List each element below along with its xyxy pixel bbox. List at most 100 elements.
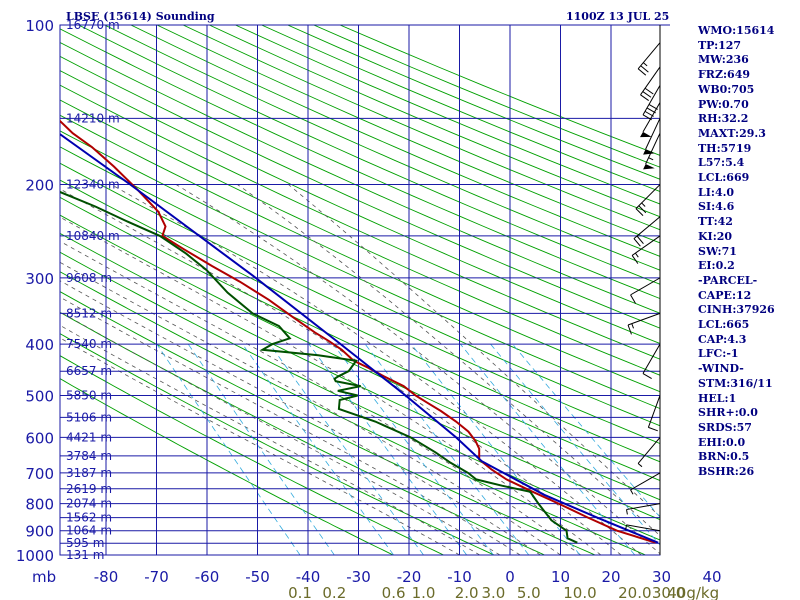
wind-barb bbox=[640, 66, 661, 101]
chart-datetime: 1100Z 13 JUL 25 bbox=[566, 10, 670, 23]
wind-barb-staff bbox=[630, 472, 661, 491]
index-24: STM:316/11 bbox=[698, 376, 773, 390]
wind-barb-half bbox=[641, 202, 646, 207]
wind-barb-half bbox=[648, 157, 654, 161]
wind-barb bbox=[637, 42, 661, 76]
wind-barb-pennant bbox=[640, 131, 652, 138]
temperature-tick-label: -60 bbox=[195, 568, 220, 586]
mixing-ratio-label: 40g/kg bbox=[667, 584, 719, 600]
plot-border bbox=[59, 24, 661, 556]
wind-barb-staff bbox=[635, 184, 661, 209]
wind-barb-staff bbox=[637, 437, 661, 464]
wind-barb-full bbox=[638, 205, 647, 214]
wind-barb bbox=[630, 277, 661, 304]
mixing-ratio-line bbox=[364, 343, 530, 555]
pressure-label: 800 bbox=[25, 496, 54, 514]
wind-barb-full bbox=[630, 294, 636, 304]
pressure-label: 1000 bbox=[16, 547, 54, 565]
index-29: BRN:0.5 bbox=[698, 450, 750, 464]
wind-barb-full bbox=[635, 208, 644, 217]
dry-adiabat bbox=[60, 378, 394, 555]
index-13: TT:42 bbox=[698, 215, 733, 229]
wind-barb-half bbox=[630, 489, 634, 495]
pressure-label: 600 bbox=[25, 429, 54, 447]
wind-barb-staff bbox=[637, 42, 661, 70]
index-27: SRDS:57 bbox=[698, 420, 752, 434]
mixing-ratio-line bbox=[242, 343, 394, 555]
wind-barb-full bbox=[633, 238, 641, 247]
wind-barb-full bbox=[648, 426, 658, 432]
dry-adiabat bbox=[60, 130, 660, 410]
wind-barb-staff bbox=[642, 343, 661, 374]
dry-adiabat bbox=[60, 70, 660, 345]
mixing-ratio-line bbox=[187, 343, 335, 555]
index-3: FRZ:649 bbox=[698, 68, 751, 82]
pressure-label: 900 bbox=[25, 523, 54, 541]
pressure-label: 400 bbox=[25, 336, 54, 354]
wind-barb-full bbox=[631, 255, 639, 264]
temperature-tick-label: -50 bbox=[245, 568, 270, 586]
wind-barbs bbox=[625, 42, 661, 532]
height-label: 2619 m bbox=[66, 482, 112, 496]
temperature-tick-label: 0 bbox=[505, 568, 515, 586]
temperature-tick-label: 30 bbox=[652, 568, 671, 586]
index-0: WMO:15614 bbox=[698, 24, 775, 37]
sounding-traces bbox=[60, 119, 659, 544]
temperature-tick-label: 40 bbox=[702, 568, 721, 586]
height-label: 9608 m bbox=[66, 271, 112, 285]
temperature-tick-label: -40 bbox=[296, 568, 321, 586]
wind-barb-staff bbox=[645, 132, 661, 165]
index-18: CAPE:12 bbox=[698, 288, 752, 302]
wind-barb bbox=[642, 343, 661, 379]
height-label: 1064 m bbox=[66, 524, 112, 538]
index-22: LFC:-1 bbox=[698, 347, 739, 361]
mixing-ratio-label: 30.0 bbox=[652, 584, 685, 600]
index-2: MW:236 bbox=[698, 53, 749, 67]
dry-adiabat bbox=[60, 84, 660, 360]
chart-title: LBSE (15614) Sounding bbox=[66, 10, 215, 23]
temperature-tick-label: -30 bbox=[346, 568, 371, 586]
wind-barb bbox=[627, 312, 661, 335]
wind-barb-staff bbox=[626, 524, 661, 532]
series-parcel bbox=[60, 132, 659, 544]
y-unit-label: mb bbox=[32, 568, 56, 586]
grid bbox=[59, 24, 670, 556]
index-5: PW:0.70 bbox=[698, 97, 749, 111]
index-8: TH:5719 bbox=[698, 141, 752, 155]
index-23: -WIND- bbox=[698, 362, 744, 376]
height-label: 8512 m bbox=[66, 306, 112, 320]
wind-barb bbox=[631, 235, 661, 264]
wind-barb-half bbox=[625, 524, 628, 530]
mixing-ratio-label: 2.0 bbox=[455, 584, 479, 600]
wind-barb bbox=[635, 184, 661, 217]
index-14: KI:20 bbox=[698, 229, 733, 243]
mixing-ratio-line bbox=[156, 343, 301, 555]
wind-barb bbox=[630, 472, 661, 495]
temperature-tick-label: -70 bbox=[144, 568, 169, 586]
index-12: SI:4.6 bbox=[698, 200, 735, 214]
dry-adiabat bbox=[60, 114, 660, 393]
wind-barb bbox=[643, 132, 661, 170]
height-label: 1562 m bbox=[66, 511, 112, 525]
pressure-label: 700 bbox=[25, 465, 54, 483]
wind-barb bbox=[637, 437, 661, 468]
height-label: 16770 m bbox=[66, 18, 120, 32]
wind-barb-full bbox=[640, 65, 649, 73]
dry-adiabat bbox=[60, 214, 660, 501]
wind-barb-staff bbox=[630, 277, 661, 296]
index-20: LCL:665 bbox=[698, 318, 750, 332]
index-9: L57:5.4 bbox=[698, 156, 745, 170]
wind-barb-half bbox=[631, 323, 634, 329]
height-label: 5850 m bbox=[66, 388, 112, 402]
wind-barb-full bbox=[642, 373, 652, 379]
wind-barb-pennant bbox=[643, 163, 655, 170]
wind-barb-half bbox=[626, 509, 628, 515]
dry-adiabat bbox=[60, 99, 660, 376]
wind-barb-half bbox=[642, 62, 648, 67]
wind-barb-staff bbox=[626, 503, 661, 511]
height-label: 2074 m bbox=[66, 497, 112, 511]
height-label: 14210 m bbox=[66, 111, 120, 125]
height-label: 6657 m bbox=[66, 364, 112, 378]
wind-barb bbox=[625, 524, 661, 532]
